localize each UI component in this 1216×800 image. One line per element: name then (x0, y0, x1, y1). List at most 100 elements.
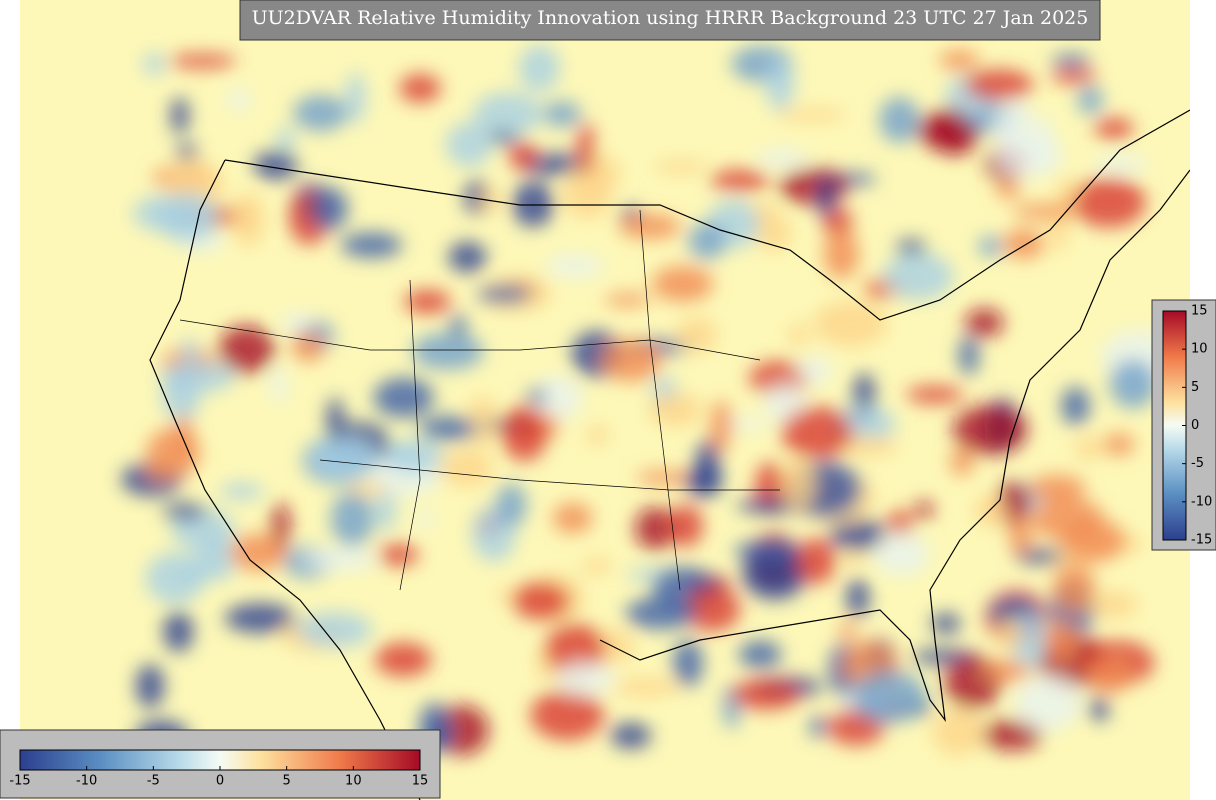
humidity-blob (347, 481, 390, 495)
humidity-blob (399, 74, 441, 103)
humidity-blob (1044, 620, 1080, 663)
humidity-blob (610, 722, 652, 749)
humidity-blob (600, 339, 662, 382)
colorbar-tick-label: -5 (147, 774, 160, 789)
humidity-blob (868, 284, 885, 299)
title-box (239, 0, 1101, 41)
humidity-blob (978, 235, 1002, 257)
humidity-blob (373, 377, 434, 418)
humidity-blob (296, 611, 373, 648)
humidity-blob (809, 716, 827, 738)
colorbar-tick-label: 5 (283, 774, 291, 789)
colorbar-tick-label: 10 (1191, 342, 1208, 357)
humidity-blob (914, 500, 934, 519)
humidity-blob (311, 187, 348, 231)
humidity-blob (1028, 474, 1086, 502)
humidity-blob (508, 141, 538, 170)
humidity-blob (580, 558, 613, 574)
humidity-blob (231, 192, 265, 247)
humidity-blob (378, 543, 419, 566)
humidity-blob (841, 551, 864, 566)
humidity-blob (145, 552, 205, 604)
humidity-blob (965, 308, 1004, 338)
humidity-blob (450, 314, 467, 337)
colorbar-tick-label: 5 (1191, 380, 1199, 395)
humidity-blob (1088, 697, 1109, 722)
humidity-blob (838, 622, 857, 641)
humidity-blob (270, 367, 288, 404)
humidity-blob (291, 330, 325, 362)
humidity-blob (932, 708, 984, 756)
humidity-blob (710, 169, 770, 191)
east-coast (599, 169, 1190, 723)
state-lines (179, 209, 780, 591)
humidity-blob (635, 506, 675, 551)
humidity-blob (518, 44, 560, 92)
humidity-blob (882, 252, 954, 300)
humidity-blob (733, 541, 804, 561)
humidity-blob (765, 56, 795, 111)
humidity-blob (738, 640, 782, 669)
humidity-blob (795, 357, 833, 384)
humidity-blob (779, 168, 849, 205)
humidity-blob (1072, 177, 1146, 228)
humidity-blob (1061, 386, 1090, 426)
humidity-blob (796, 538, 837, 584)
humidity-blob (1094, 117, 1134, 139)
humidity-blob (782, 457, 816, 510)
humidity-blob (586, 425, 609, 445)
humidity-blob (542, 101, 582, 127)
humidity-blob (1002, 229, 1045, 259)
humidity-blob (526, 388, 547, 404)
humidity-blob (964, 69, 1034, 101)
humidity-blob (952, 405, 1028, 455)
humidity-blob (731, 679, 801, 710)
humidity-blob (688, 222, 727, 260)
humidity-blob (386, 438, 444, 474)
humidity-blob (224, 603, 296, 634)
humidity-blob (1052, 563, 1096, 614)
humidity-blob (146, 427, 201, 478)
humidity-blob (467, 395, 498, 448)
humidity-blob (168, 54, 237, 69)
colorbar-tick-label: -15 (1191, 533, 1212, 548)
humidity-blob (1077, 86, 1104, 115)
humidity-blob (417, 510, 434, 529)
humidity-blob (555, 661, 615, 696)
colorbar-tick-label: 0 (216, 774, 224, 789)
colorbar-tick-label: -10 (76, 774, 97, 789)
west-coast (149, 159, 421, 800)
humidity-blob (227, 88, 251, 111)
humidity-blob (512, 582, 570, 620)
humidity-blob (157, 192, 218, 243)
colorbar-tick-label: -5 (1191, 456, 1204, 471)
humidity-blob (995, 180, 1021, 199)
humidity-blob (1012, 204, 1078, 220)
humidity-blob (309, 437, 380, 480)
humidity-blob (1051, 54, 1091, 68)
humidity-blob (404, 289, 451, 314)
humidity-blob (446, 122, 492, 168)
humidity-blob (293, 94, 348, 132)
humidity-blob (181, 338, 198, 368)
humidity-blob (488, 130, 519, 145)
humidity-blob (710, 400, 732, 452)
humidity-blob (1109, 359, 1157, 409)
humidity-blob (788, 322, 809, 348)
humidity-blob (1093, 155, 1148, 174)
humidity-blob (340, 232, 403, 258)
humidity-blob (879, 96, 920, 143)
humidity-blob (512, 181, 555, 228)
humidity-blob (176, 564, 235, 581)
humidity-blob (846, 578, 870, 618)
humidity-blob (1014, 675, 1081, 731)
humidity-blob (530, 689, 604, 741)
humidity-blob (741, 547, 808, 600)
colorbar-tick-label: 15 (412, 774, 429, 789)
humidity-blob (143, 53, 165, 76)
humidity-blob (998, 616, 1021, 651)
humidity-blob (667, 504, 704, 547)
humidity-blob (719, 417, 770, 431)
humidity-blob (160, 361, 235, 393)
humidity-blob (330, 491, 374, 547)
